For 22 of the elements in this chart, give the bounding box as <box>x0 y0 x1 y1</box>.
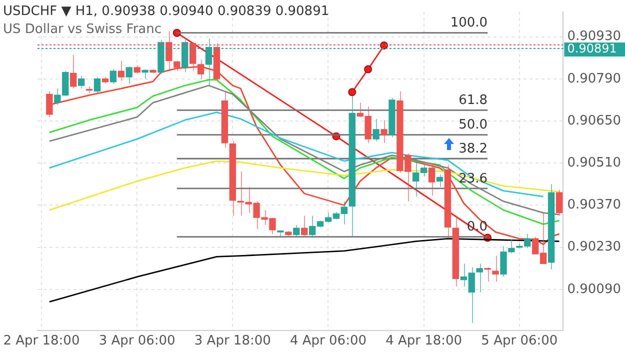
chart-title: USDCHF ▼ H1, 0.90938 0.90940 0.90839 0.90891 <box>3 3 330 21</box>
x-tick-label: 4 Apr 06:00 <box>290 334 366 349</box>
series-label: 100.0 <box>450 16 488 31</box>
y-tick-label: 0.90650 <box>567 113 622 128</box>
x-tick-label: 5 Apr 06:00 <box>481 334 558 349</box>
point <box>364 65 372 74</box>
y-tick-label: 0.90230 <box>567 240 622 255</box>
x-tick-label: 3 Apr 18:00 <box>194 334 271 349</box>
x-tick-label: 4 Apr 18:00 <box>386 334 462 349</box>
series-label: 61.8 <box>458 93 488 108</box>
series-label: 38.2 <box>458 141 488 156</box>
y-tick-label: 0.90790 <box>567 71 622 86</box>
series-label: 50.0 <box>458 118 488 133</box>
point <box>348 88 356 96</box>
text: US Dollar vs Swiss Franc <box>3 21 163 39</box>
y-tick-label: 0.90930 <box>567 29 622 44</box>
y-tick-label: 0.90370 <box>567 198 622 213</box>
ref-line-label: 0.90891 <box>567 42 617 56</box>
x-tick-label: 3 Apr 06:00 <box>98 334 176 349</box>
y-tick-label: 0.90510 <box>567 156 622 170</box>
y-tick-label: 0.90090 <box>567 282 622 297</box>
x-tick-label: 2 Apr 18:00 <box>3 334 80 349</box>
